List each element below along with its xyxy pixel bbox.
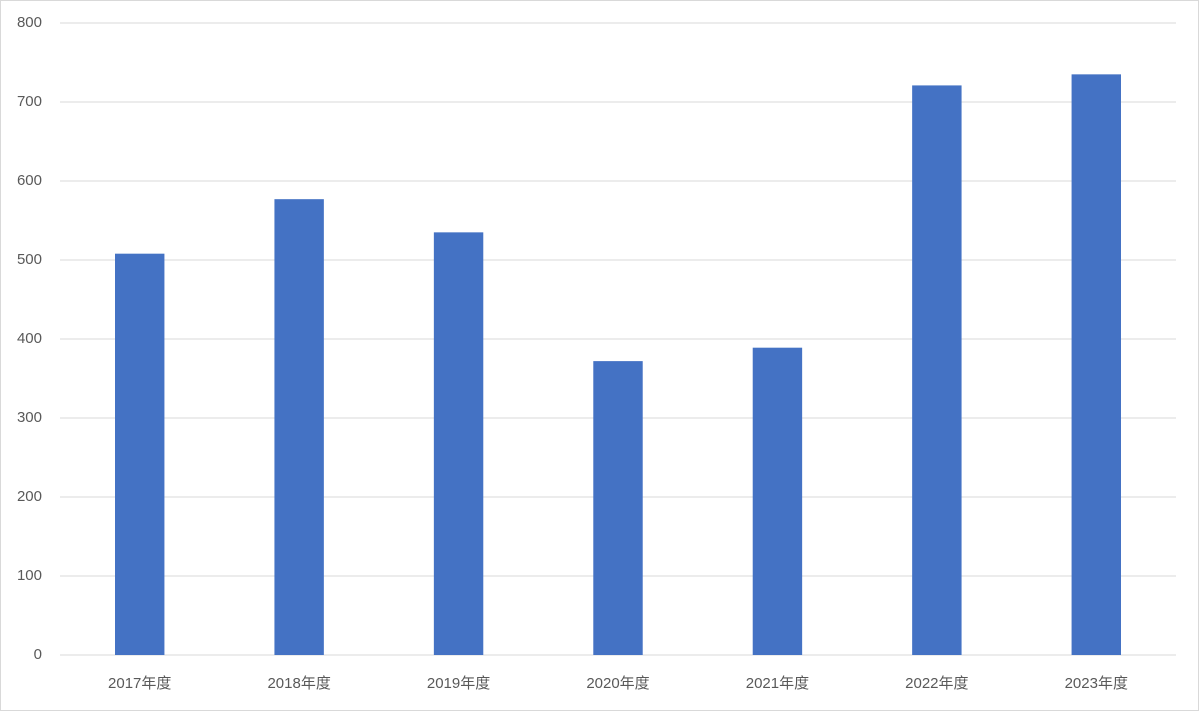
bar [433, 232, 484, 655]
x-tick-label: 2021年度 [746, 675, 809, 692]
bar [1071, 74, 1121, 656]
y-tick-label: 700 [17, 93, 42, 110]
x-tick-label: 2018年度 [267, 675, 330, 692]
bar [593, 361, 643, 655]
y-tick-label: 300 [17, 409, 42, 426]
x-tick-label: 2017年度 [108, 675, 171, 692]
bar [752, 347, 803, 655]
y-tick-label: 0 [34, 646, 42, 663]
y-tick-label: 600 [17, 172, 42, 189]
y-tick-label: 100 [17, 567, 42, 584]
bar [115, 253, 165, 655]
y-tick-label: 400 [17, 330, 42, 347]
x-tick-label: 2019年度 [427, 675, 490, 692]
y-tick-label: 500 [17, 251, 42, 268]
bar [912, 85, 962, 655]
y-tick-label: 200 [17, 488, 42, 505]
y-tick-label: 800 [17, 14, 42, 31]
bar [274, 199, 324, 656]
x-tick-label: 2023年度 [1065, 675, 1128, 692]
x-tick-label: 2020年度 [586, 675, 649, 692]
x-tick-label: 2022年度 [905, 675, 968, 692]
